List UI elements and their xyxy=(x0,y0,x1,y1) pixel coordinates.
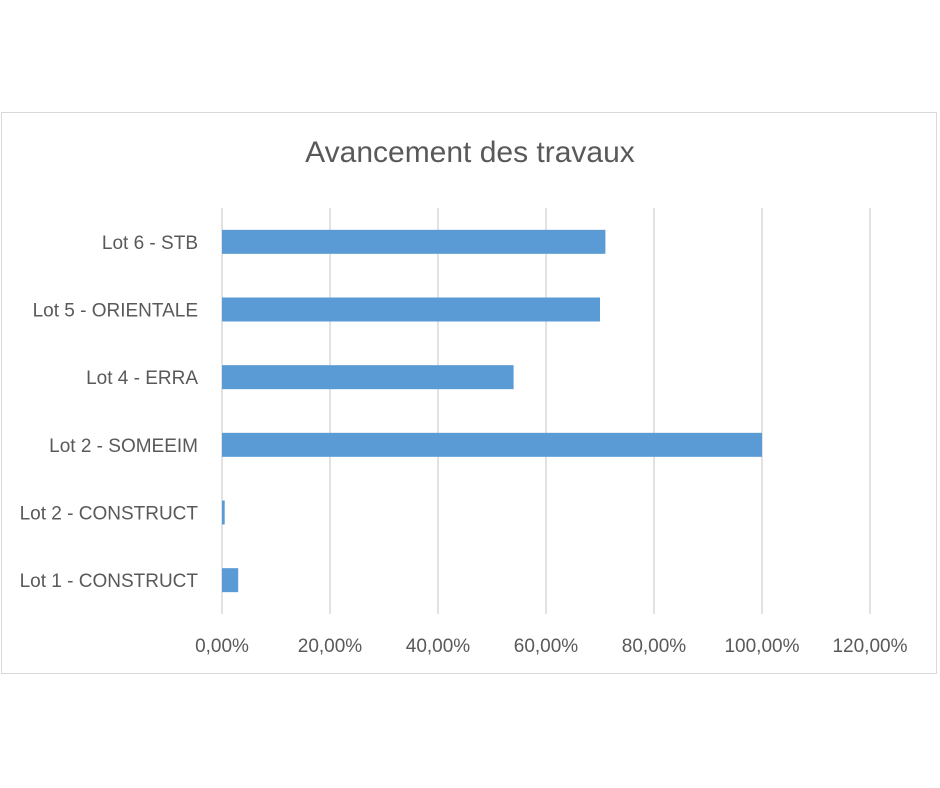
category-label: Lot 6 - STB xyxy=(102,233,198,254)
x-tick-label: 40,00% xyxy=(406,636,471,657)
bar xyxy=(222,365,514,390)
category-label: Lot 2 - SOMEEIM xyxy=(49,436,198,457)
x-tick-label: 120,00% xyxy=(832,636,907,657)
bar xyxy=(222,500,225,525)
category-label: Lot 4 - ERRA xyxy=(86,368,198,389)
x-tick-label: 60,00% xyxy=(514,636,579,657)
x-tick-label: 100,00% xyxy=(724,636,799,657)
bar xyxy=(222,568,239,593)
category-label: Lot 5 - ORIENTALE xyxy=(33,301,198,322)
chart-title: Avancement des travaux xyxy=(305,136,635,169)
bar xyxy=(222,432,762,457)
bar xyxy=(222,229,606,254)
chart-area xyxy=(1,112,937,674)
x-tick-label: 20,00% xyxy=(298,636,363,657)
x-tick-label: 0,00% xyxy=(195,636,249,657)
category-label: Lot 1 - CONSTRUCT xyxy=(20,571,199,592)
category-label: Lot 2 - CONSTRUCT xyxy=(20,504,199,525)
x-tick-label: 80,00% xyxy=(622,636,687,657)
bar xyxy=(222,297,600,322)
